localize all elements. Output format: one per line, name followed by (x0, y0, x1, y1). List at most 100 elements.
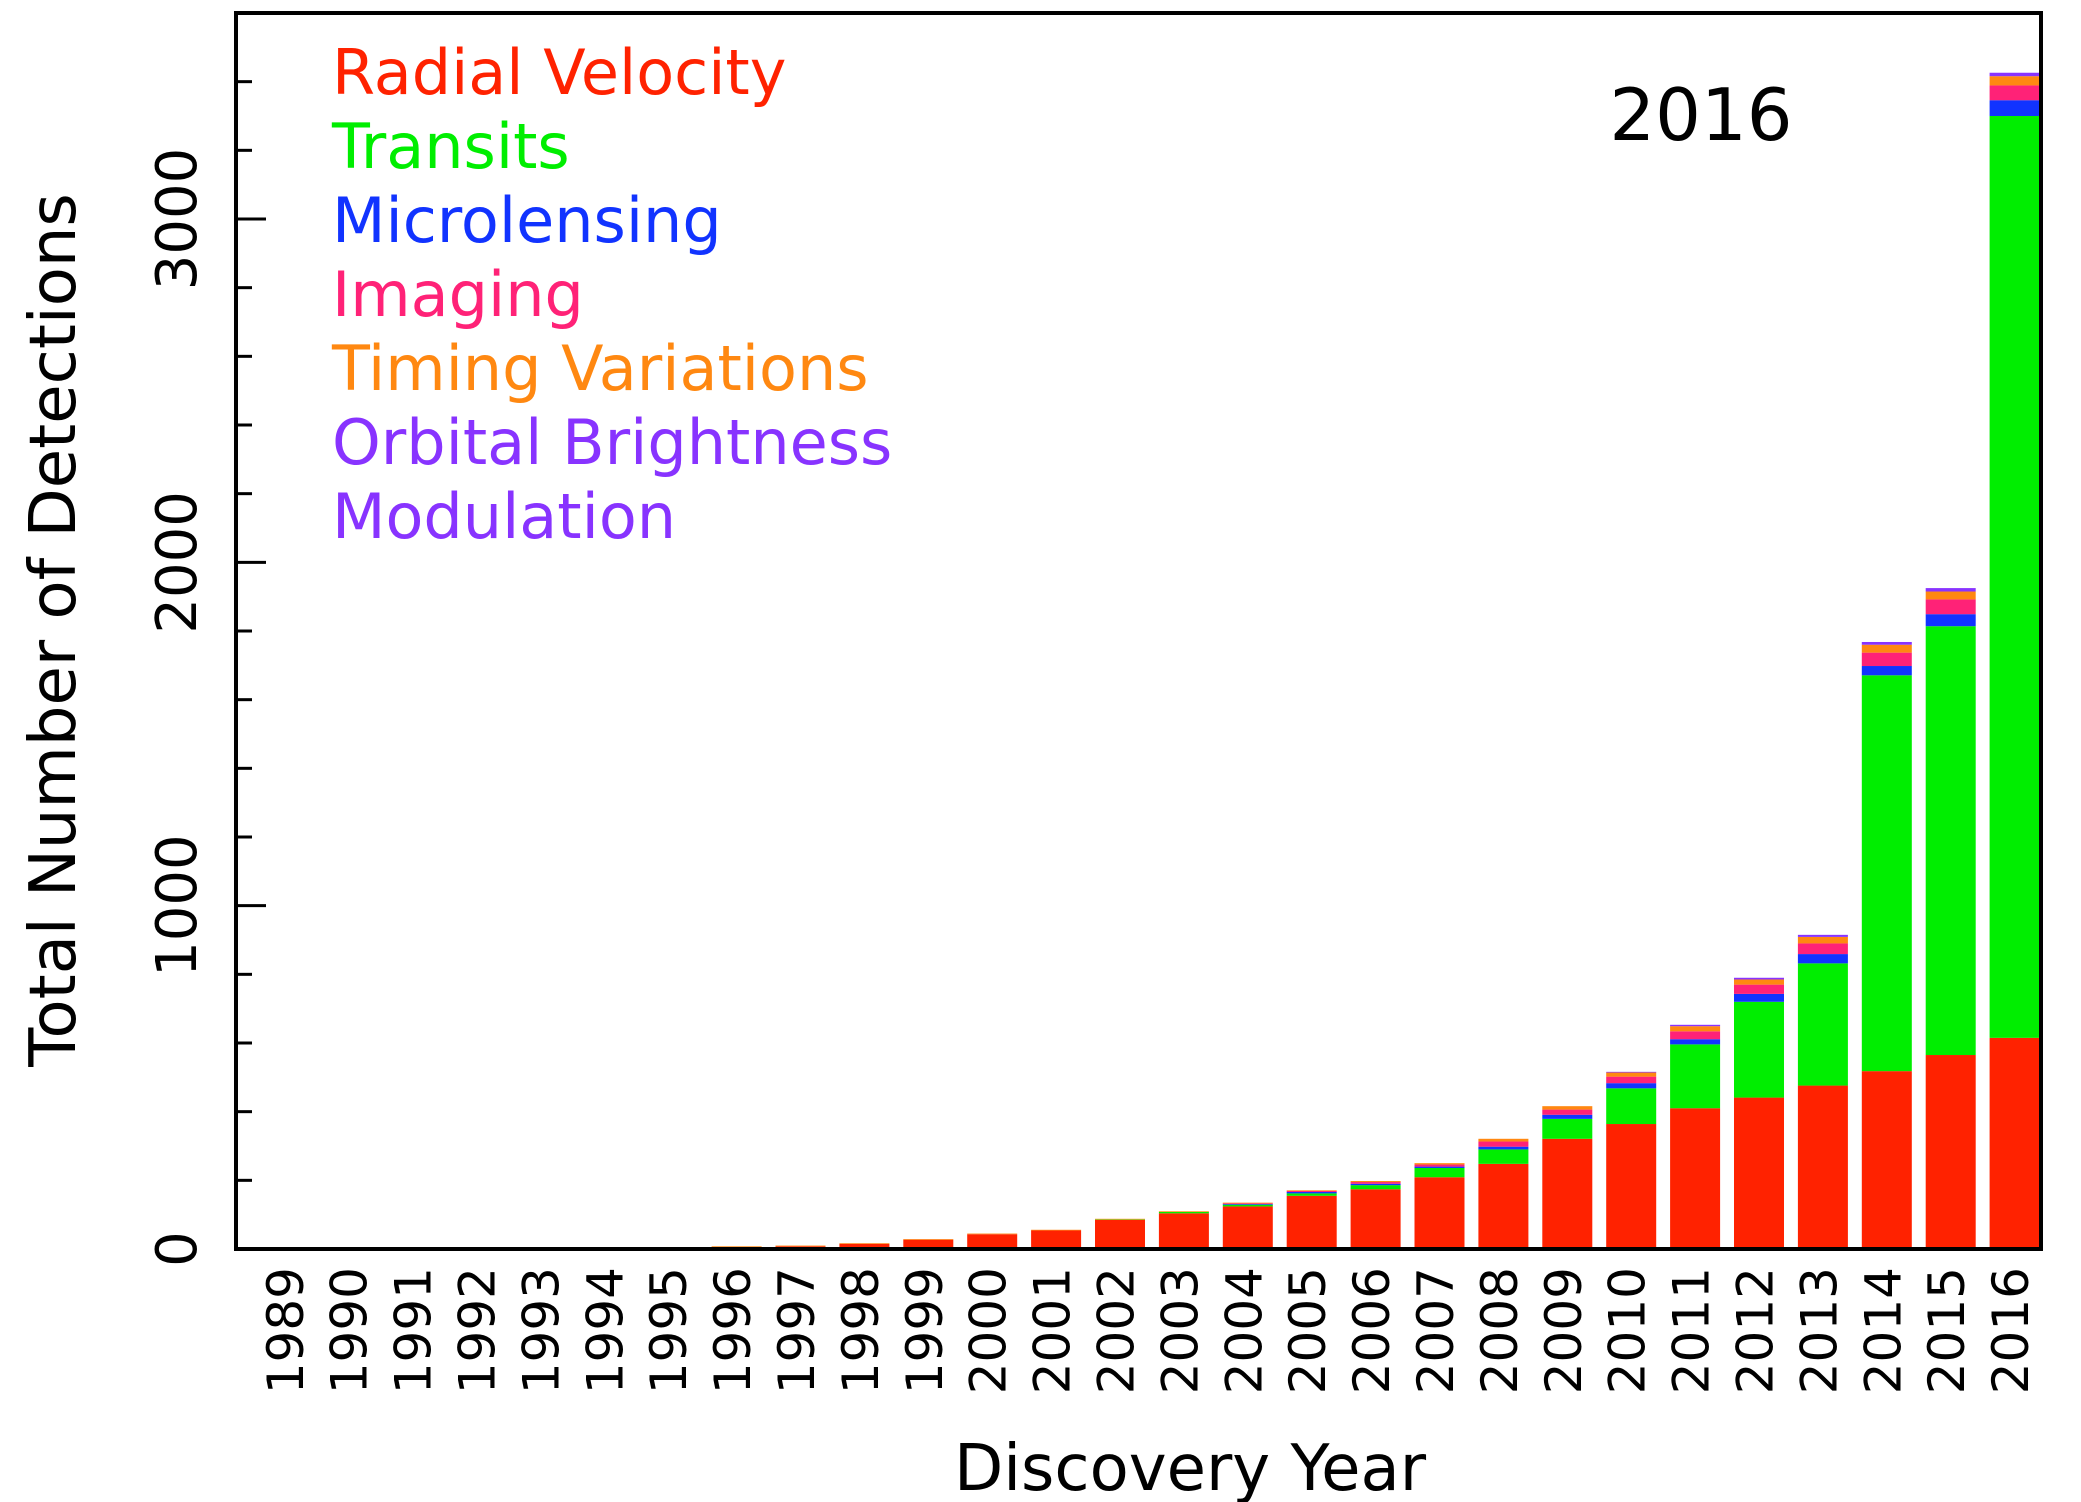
bar-segment (1734, 993, 1784, 1002)
bar-segment (1734, 1001, 1784, 1098)
bar-segment (1414, 1166, 1465, 1168)
legend: Radial Velocity Transits Microlensing Imagi… (332, 36, 1032, 554)
bar-segment (1989, 1037, 2040, 1249)
bar-segment (839, 1243, 890, 1244)
bar-segment (1606, 1071, 1657, 1073)
bar-segment (1670, 1044, 1721, 1109)
bar-segment (1286, 1195, 1337, 1249)
x-tick-label: 2002 (1088, 1267, 1146, 1394)
x-tick-label: 1993 (512, 1267, 570, 1394)
bar-segment (1606, 1088, 1657, 1125)
x-tick-label: 2011 (1663, 1267, 1721, 1394)
bar-segment (1989, 72, 2040, 77)
bar-segment (1606, 1124, 1657, 1249)
bar-segment (967, 1233, 1018, 1235)
bar-segment (1222, 1206, 1273, 1249)
x-tick-label: 2013 (1790, 1267, 1848, 1394)
x-tick-label: 1996 (704, 1267, 762, 1394)
bar-segment (1925, 614, 1976, 627)
x-tick-label: 1994 (576, 1267, 634, 1394)
x-axis-title: Discovery Year (954, 1432, 1427, 1502)
bar-segment (1350, 1189, 1401, 1249)
legend-entry: Orbital Brightness Modulation (332, 406, 893, 553)
y-tick-label: 3000 (145, 148, 210, 291)
bar-segment (1925, 599, 1976, 615)
y-axis-title: Total Number of Detections (17, 193, 91, 1068)
bar-segment (1350, 1183, 1401, 1186)
bar-segment (1414, 1177, 1465, 1249)
bar-segment (1606, 1072, 1657, 1077)
x-tick-label: 2014 (1854, 1267, 1912, 1394)
bar-segment (1734, 984, 1784, 994)
bar-segment (1606, 1076, 1657, 1084)
bar-segment (1158, 1213, 1209, 1249)
x-tick-label: 1992 (449, 1267, 507, 1394)
bar-segment (1286, 1193, 1337, 1196)
bar-segment (903, 1239, 954, 1240)
bar-segment (1222, 1203, 1273, 1205)
bar-segment (1925, 591, 1976, 600)
bar-segment (1861, 675, 1912, 1072)
bar-segment (1478, 1149, 1529, 1164)
bar-segment (1925, 588, 1976, 592)
bar-segment (775, 1245, 826, 1247)
x-tick-label: 1997 (768, 1267, 826, 1394)
bar-segment (1670, 1031, 1721, 1040)
legend-entry: Imaging (332, 258, 584, 331)
bar-segment (1670, 1024, 1721, 1027)
bar-segment (1797, 943, 1848, 955)
bar-segment (1031, 1230, 1082, 1249)
bar-segment (711, 1246, 762, 1247)
bar-segment (1989, 100, 2040, 116)
bar-segment (1478, 1138, 1529, 1142)
bar-segment (967, 1234, 1018, 1249)
y-tick-label: 2000 (145, 491, 210, 634)
bar-segment (1542, 1118, 1593, 1139)
bar-segment (1286, 1190, 1337, 1191)
bar-segment (1222, 1204, 1273, 1207)
bar-segment (1797, 934, 1848, 937)
y-tick-label: 1000 (145, 834, 210, 977)
bar-segment (1095, 1219, 1145, 1249)
legend-entry: Transits (332, 110, 570, 183)
x-tick-label: 2016 (1982, 1267, 2040, 1394)
bar-segment (1350, 1182, 1401, 1184)
bar-segment (1925, 1055, 1976, 1249)
x-tick-label: 2004 (1215, 1267, 1273, 1394)
x-tick-label: 1995 (640, 1267, 698, 1394)
bar-segment (1286, 1192, 1337, 1194)
bar-segment (1542, 1114, 1593, 1119)
bar-segment (1606, 1083, 1657, 1089)
bar-segment (839, 1243, 890, 1249)
bar-segment (1158, 1211, 1209, 1214)
x-tick-label: 2005 (1279, 1267, 1337, 1394)
x-tick-label: 1998 (832, 1267, 890, 1394)
x-tick-label: 1991 (385, 1267, 443, 1394)
bar-segment (1734, 979, 1784, 985)
bar-segment (1542, 1138, 1593, 1249)
bar-segment (1670, 1108, 1721, 1249)
bar-segment (1670, 1026, 1721, 1032)
x-tick-label: 2015 (1918, 1267, 1976, 1394)
x-tick-label: 2012 (1727, 1267, 1785, 1394)
bar-segment (1861, 641, 1912, 645)
x-tick-label: 1989 (257, 1267, 315, 1394)
plot-frame (234, 11, 2043, 1251)
x-tick-label: 2000 (960, 1267, 1018, 1394)
bar-segment (1414, 1163, 1465, 1165)
bar-segment (1797, 963, 1848, 1086)
x-tick-label: 2007 (1407, 1267, 1465, 1394)
x-tick-label: 2003 (1151, 1267, 1209, 1394)
legend-entry: Radial Velocity (332, 36, 787, 109)
bar-segment (1989, 85, 2040, 101)
bar-segment (1734, 977, 1784, 980)
bar-segment (903, 1239, 954, 1249)
x-tick-label: 1999 (896, 1267, 954, 1394)
bar-segment (1350, 1185, 1401, 1190)
bar-segment (1222, 1204, 1273, 1205)
x-tick-label: 2006 (1343, 1267, 1401, 1394)
bar-segment (1734, 1097, 1784, 1249)
annotation: 2016 (1609, 73, 1792, 157)
